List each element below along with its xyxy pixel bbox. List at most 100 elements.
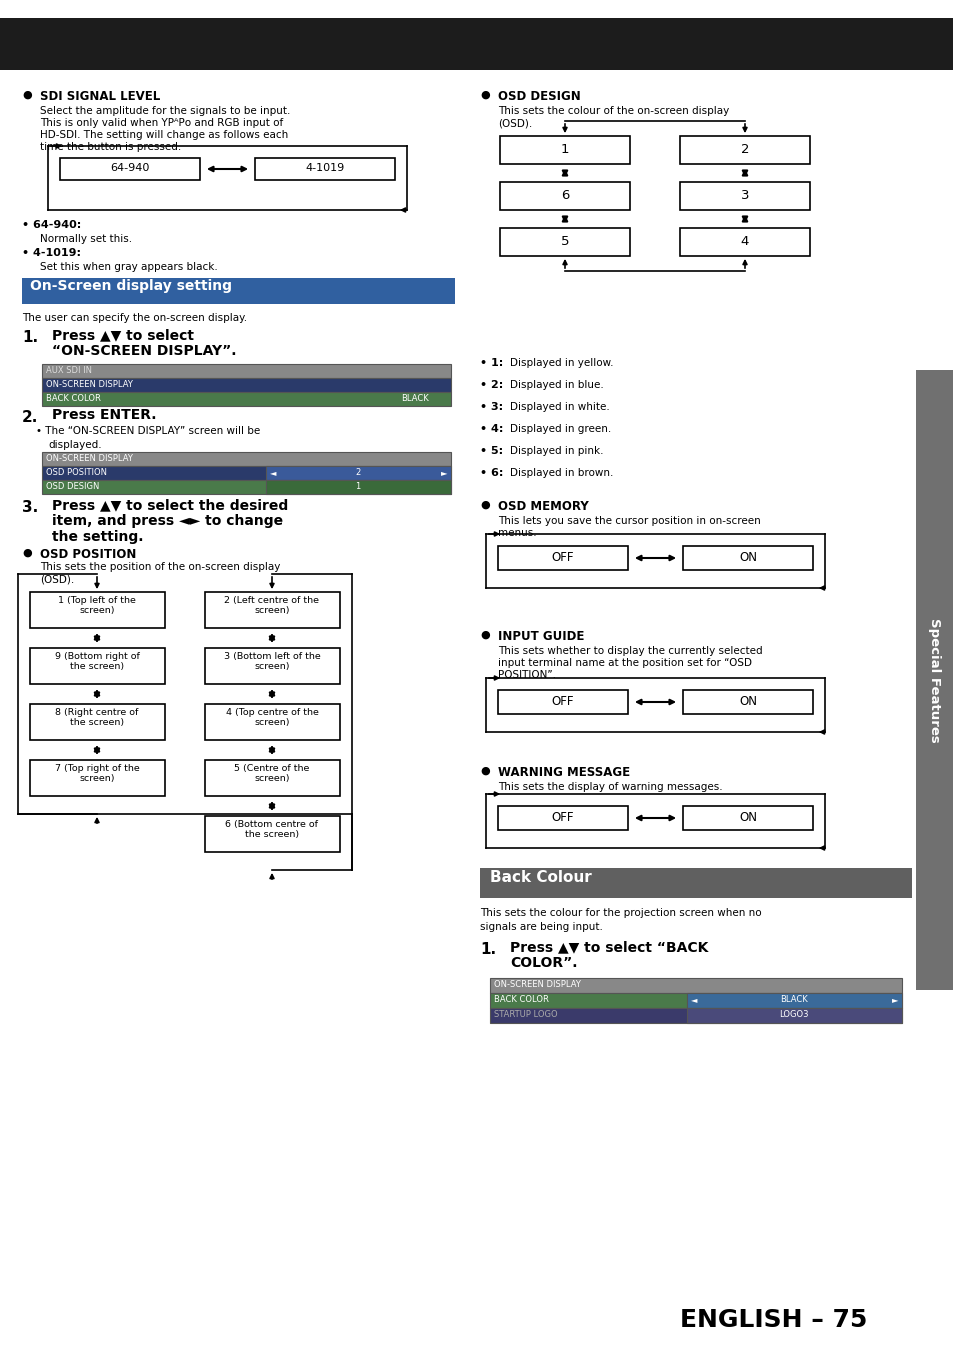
Bar bbox=[679, 228, 809, 256]
Bar bbox=[0, 18, 953, 70]
Text: 2: 2 bbox=[355, 468, 360, 477]
Bar bbox=[205, 703, 339, 740]
Text: OSD DESIGN: OSD DESIGN bbox=[497, 90, 580, 103]
Text: ◄: ◄ bbox=[270, 468, 276, 477]
Bar bbox=[497, 806, 627, 830]
Bar bbox=[42, 466, 451, 481]
Text: 4 (Top centre of the
screen): 4 (Top centre of the screen) bbox=[225, 707, 318, 728]
Text: OSD MEMORY: OSD MEMORY bbox=[497, 500, 588, 513]
Text: OSD DESIGN: OSD DESIGN bbox=[46, 482, 99, 491]
Text: BACK COLOR: BACK COLOR bbox=[46, 394, 101, 404]
Text: ●: ● bbox=[22, 90, 31, 100]
Bar bbox=[42, 452, 451, 466]
Text: • The “ON-SCREEN DISPLAY” screen will be: • The “ON-SCREEN DISPLAY” screen will be bbox=[36, 427, 260, 436]
Text: This sets the colour for the projection screen when no: This sets the colour for the projection … bbox=[479, 909, 760, 918]
Text: 5 (Centre of the
screen): 5 (Centre of the screen) bbox=[234, 764, 310, 783]
Bar bbox=[490, 1008, 901, 1023]
Bar bbox=[499, 182, 629, 211]
Bar bbox=[490, 994, 901, 1008]
Bar bbox=[42, 481, 451, 494]
Text: displayed.: displayed. bbox=[48, 440, 102, 450]
Text: 2.: 2. bbox=[22, 410, 38, 425]
Text: This sets the display of warning messages.: This sets the display of warning message… bbox=[497, 782, 721, 792]
Text: Select the amplitude for the signals to be input.: Select the amplitude for the signals to … bbox=[40, 107, 290, 116]
Text: POSITION”.: POSITION”. bbox=[497, 670, 556, 680]
Text: 1: 1 bbox=[355, 482, 360, 491]
Bar bbox=[30, 593, 165, 628]
Text: 9 (Bottom right of
the screen): 9 (Bottom right of the screen) bbox=[54, 652, 139, 671]
Text: 8 (Right centre of
the screen): 8 (Right centre of the screen) bbox=[55, 707, 138, 728]
Bar bbox=[915, 370, 953, 990]
Text: HD-SDI. The setting will change as follows each: HD-SDI. The setting will change as follo… bbox=[40, 130, 288, 140]
Text: OSD POSITION: OSD POSITION bbox=[40, 548, 136, 562]
Text: 64-940: 64-940 bbox=[111, 163, 150, 173]
Text: ON-SCREEN DISPLAY: ON-SCREEN DISPLAY bbox=[46, 379, 132, 389]
Text: ◄: ◄ bbox=[690, 995, 697, 1004]
Bar bbox=[679, 136, 809, 163]
Text: menus.: menus. bbox=[497, 528, 536, 539]
Text: Displayed in green.: Displayed in green. bbox=[510, 424, 611, 433]
Text: ENGLISH – 75: ENGLISH – 75 bbox=[679, 1308, 866, 1332]
Bar bbox=[266, 481, 451, 494]
Text: On-Screen display setting: On-Screen display setting bbox=[30, 279, 232, 293]
Text: (OSD).: (OSD). bbox=[40, 574, 74, 585]
Text: input terminal name at the position set for “OSD: input terminal name at the position set … bbox=[497, 657, 751, 668]
Text: • 4:: • 4: bbox=[479, 424, 503, 433]
Text: WARNING MESSAGE: WARNING MESSAGE bbox=[497, 765, 630, 779]
Text: INPUT GUIDE: INPUT GUIDE bbox=[497, 630, 584, 643]
Bar bbox=[497, 690, 627, 714]
Text: ►: ► bbox=[440, 468, 447, 477]
Text: 3 (Bottom left of the
screen): 3 (Bottom left of the screen) bbox=[223, 652, 320, 671]
Text: ON-SCREEN DISPLAY: ON-SCREEN DISPLAY bbox=[494, 980, 580, 990]
Bar bbox=[42, 364, 451, 378]
Text: ●: ● bbox=[479, 90, 489, 100]
Text: • 64-940:: • 64-940: bbox=[22, 220, 81, 230]
Text: 2: 2 bbox=[740, 143, 748, 157]
Text: ●: ● bbox=[479, 500, 489, 510]
Text: 5: 5 bbox=[560, 235, 569, 248]
Text: Displayed in blue.: Displayed in blue. bbox=[510, 379, 603, 390]
Text: BLACK: BLACK bbox=[780, 995, 807, 1004]
Bar bbox=[30, 703, 165, 740]
Text: time the button is pressed.: time the button is pressed. bbox=[40, 142, 181, 153]
Bar bbox=[205, 593, 339, 628]
Text: LOGO3: LOGO3 bbox=[779, 1010, 808, 1019]
Text: 3.: 3. bbox=[22, 500, 38, 514]
Bar bbox=[30, 648, 165, 684]
Text: ●: ● bbox=[479, 630, 489, 640]
Text: ON: ON bbox=[739, 551, 757, 564]
Text: 1 (Top left of the
screen): 1 (Top left of the screen) bbox=[58, 595, 135, 616]
Text: ►: ► bbox=[891, 995, 898, 1004]
Bar bbox=[497, 545, 627, 570]
Bar bbox=[682, 806, 812, 830]
Text: OFF: OFF bbox=[551, 551, 574, 564]
Bar bbox=[682, 545, 812, 570]
Bar bbox=[682, 690, 812, 714]
Text: Normally set this.: Normally set this. bbox=[40, 234, 132, 244]
Text: SDI SIGNAL LEVEL: SDI SIGNAL LEVEL bbox=[40, 90, 160, 103]
Text: STARTUP LOGO: STARTUP LOGO bbox=[494, 1010, 558, 1019]
Bar bbox=[254, 158, 395, 180]
Text: ON: ON bbox=[739, 695, 757, 707]
Text: This lets you save the cursor position in on-screen: This lets you save the cursor position i… bbox=[497, 516, 760, 526]
Text: Displayed in yellow.: Displayed in yellow. bbox=[510, 358, 613, 369]
Bar bbox=[42, 378, 451, 392]
Text: BLACK: BLACK bbox=[400, 394, 428, 404]
Text: 4-1019: 4-1019 bbox=[305, 163, 344, 173]
Bar bbox=[686, 994, 901, 1008]
Text: Press ▲▼ to select the desired: Press ▲▼ to select the desired bbox=[52, 498, 288, 512]
Text: Displayed in white.: Displayed in white. bbox=[510, 402, 609, 412]
Text: This is only valid when YPᴬPᴏ and RGB input of: This is only valid when YPᴬPᴏ and RGB in… bbox=[40, 117, 283, 128]
Bar bbox=[686, 1008, 901, 1023]
Text: 6: 6 bbox=[560, 189, 569, 202]
Text: OFF: OFF bbox=[551, 695, 574, 707]
Text: “ON-SCREEN DISPLAY”.: “ON-SCREEN DISPLAY”. bbox=[52, 344, 236, 358]
Text: 2 (Left centre of the
screen): 2 (Left centre of the screen) bbox=[224, 595, 319, 616]
Text: Displayed in pink.: Displayed in pink. bbox=[510, 446, 603, 456]
Text: BACK COLOR: BACK COLOR bbox=[494, 995, 548, 1004]
Text: 4: 4 bbox=[740, 235, 748, 248]
Text: Press ▲▼ to select “BACK: Press ▲▼ to select “BACK bbox=[510, 940, 708, 954]
Text: 1.: 1. bbox=[479, 942, 496, 957]
Text: This sets the position of the on-screen display: This sets the position of the on-screen … bbox=[40, 562, 280, 572]
Bar bbox=[499, 136, 629, 163]
